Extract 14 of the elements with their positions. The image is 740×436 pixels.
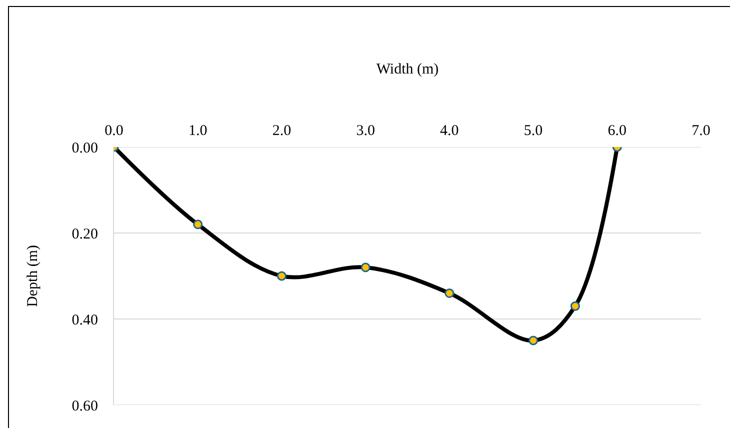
- x-tick-label: 4.0: [440, 123, 459, 139]
- x-tick-label: 2.0: [272, 123, 292, 139]
- x-tick-label: 0.0: [104, 123, 124, 139]
- x-tick-label: 6.0: [608, 123, 627, 139]
- y-tick-label: 0.40: [72, 312, 98, 328]
- x-tick-label: 5.0: [524, 123, 543, 139]
- x-tick-label: 1.0: [188, 123, 208, 139]
- y-tick-label: 0.20: [72, 226, 98, 242]
- y-tick-label: 0.00: [72, 140, 98, 156]
- x-tick-label: 3.0: [356, 123, 375, 139]
- y-tick-label: 0.60: [72, 398, 98, 414]
- y-axis-title: Depth (m): [25, 244, 41, 308]
- x-tick-label: 7.0: [692, 123, 710, 139]
- x-axis-title: Width (m): [376, 61, 439, 78]
